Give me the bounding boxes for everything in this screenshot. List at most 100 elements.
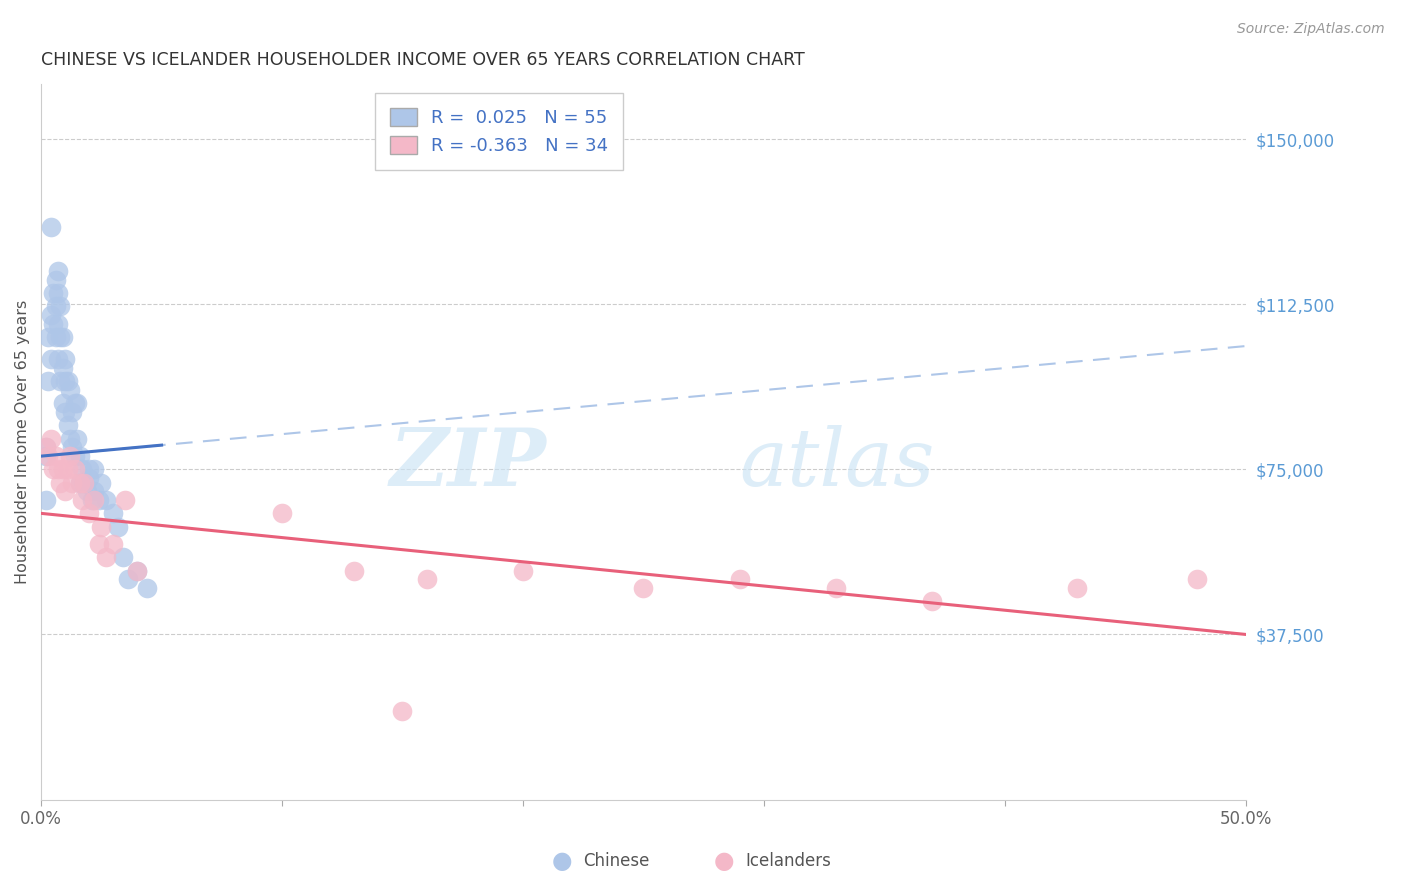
- Point: [46, 352, 69, 367]
- Point: [66, 432, 89, 446]
- Text: CHINESE VS ICELANDER HOUSEHOLDER INCOME OVER 65 YEARS CORRELATION CHART: CHINESE VS ICELANDER HOUSEHOLDER INCOME …: [41, 51, 804, 69]
- Point: [39, 220, 62, 235]
- Point: [62, 440, 84, 454]
- Point: [45, 449, 67, 463]
- Point: [52, 462, 75, 476]
- Y-axis label: Householder Income Over 65 years: Householder Income Over 65 years: [15, 300, 30, 584]
- Point: [63, 449, 86, 463]
- Point: [103, 537, 125, 551]
- Point: [87, 493, 110, 508]
- Point: [46, 286, 69, 301]
- Point: [49, 330, 72, 344]
- Text: ●: ●: [714, 849, 734, 872]
- Point: [56, 418, 79, 433]
- Point: [42, 286, 65, 301]
- Point: [59, 432, 82, 446]
- Point: [42, 462, 65, 476]
- Point: [52, 361, 75, 376]
- Point: [83, 493, 105, 508]
- Point: [825, 581, 848, 595]
- Point: [70, 462, 93, 476]
- Text: ZIP: ZIP: [389, 425, 547, 502]
- Point: [39, 432, 62, 446]
- Point: [117, 573, 139, 587]
- Point: [59, 383, 82, 397]
- Point: [52, 396, 75, 410]
- Point: [271, 507, 294, 521]
- Point: [45, 330, 67, 344]
- Point: [73, 475, 96, 490]
- Point: [46, 317, 69, 331]
- Point: [1187, 573, 1209, 587]
- Point: [1066, 581, 1088, 595]
- Point: [49, 300, 72, 314]
- Point: [633, 581, 655, 595]
- Point: [39, 352, 62, 367]
- Point: [83, 484, 105, 499]
- Point: [45, 300, 67, 314]
- Point: [90, 475, 112, 490]
- Text: atlas: atlas: [740, 425, 935, 502]
- Point: [127, 564, 149, 578]
- Point: [35, 493, 58, 508]
- Point: [46, 264, 69, 278]
- Text: Source: ZipAtlas.com: Source: ZipAtlas.com: [1237, 22, 1385, 37]
- Point: [80, 493, 103, 508]
- Point: [37, 374, 59, 388]
- Point: [69, 475, 91, 490]
- Point: [53, 405, 76, 419]
- Point: [56, 462, 79, 476]
- Point: [83, 462, 105, 476]
- Point: [111, 550, 134, 565]
- Text: Chinese: Chinese: [583, 852, 650, 870]
- Point: [63, 396, 86, 410]
- Point: [103, 507, 125, 521]
- Point: [35, 440, 58, 454]
- Point: [37, 330, 59, 344]
- Point: [114, 493, 136, 508]
- Point: [69, 475, 91, 490]
- Text: ●: ●: [553, 849, 572, 872]
- Point: [107, 519, 129, 533]
- Point: [921, 594, 943, 608]
- Point: [52, 330, 75, 344]
- Point: [63, 462, 86, 476]
- Point: [415, 573, 437, 587]
- Point: [62, 405, 84, 419]
- Point: [127, 564, 149, 578]
- Point: [96, 493, 118, 508]
- Point: [53, 374, 76, 388]
- Point: [59, 449, 82, 463]
- Point: [70, 493, 93, 508]
- Point: [42, 317, 65, 331]
- Point: [512, 564, 534, 578]
- Point: [79, 462, 101, 476]
- Point: [79, 471, 101, 485]
- Point: [391, 705, 413, 719]
- Point: [35, 440, 58, 454]
- Point: [90, 519, 112, 533]
- Point: [49, 475, 72, 490]
- Point: [62, 475, 84, 490]
- Point: [49, 374, 72, 388]
- Point: [35, 449, 58, 463]
- Point: [37, 449, 59, 463]
- Point: [96, 550, 118, 565]
- Point: [76, 484, 98, 499]
- Point: [343, 564, 366, 578]
- Point: [56, 374, 79, 388]
- Text: Icelanders: Icelanders: [745, 852, 831, 870]
- Point: [46, 462, 69, 476]
- Point: [39, 308, 62, 322]
- Point: [87, 537, 110, 551]
- Point: [728, 573, 751, 587]
- Point: [45, 273, 67, 287]
- Point: [53, 484, 76, 499]
- Point: [136, 581, 159, 595]
- Point: [66, 396, 89, 410]
- Point: [53, 352, 76, 367]
- Legend: R =  0.025   N = 55, R = -0.363   N = 34: R = 0.025 N = 55, R = -0.363 N = 34: [375, 93, 623, 169]
- Point: [73, 475, 96, 490]
- Point: [69, 449, 91, 463]
- Point: [79, 507, 101, 521]
